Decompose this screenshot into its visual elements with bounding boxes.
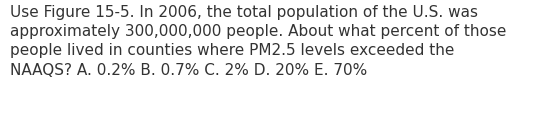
- Text: Use Figure 15-5. In 2006, the total population of the U.S. was
approximately 300: Use Figure 15-5. In 2006, the total popu…: [10, 5, 507, 78]
